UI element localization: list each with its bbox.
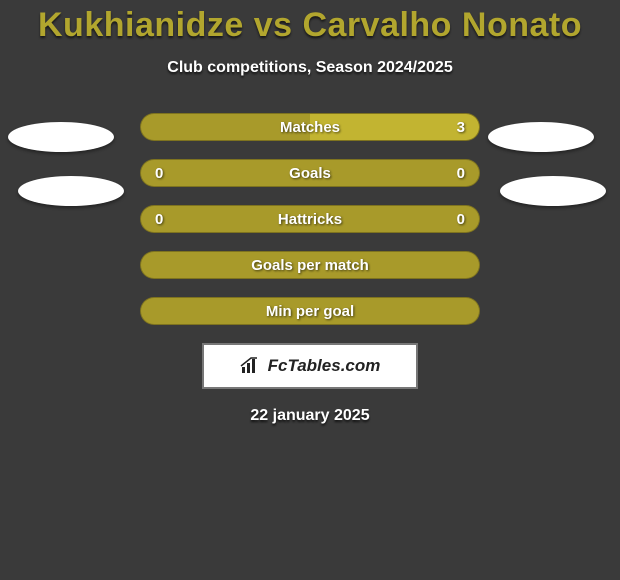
stat-label: Goals xyxy=(141,165,479,182)
stat-label: Matches xyxy=(141,119,479,136)
stat-row-min-per-goal: Min per goal xyxy=(140,297,480,325)
stat-row-matches: Matches 3 xyxy=(140,113,480,141)
stat-row-hattricks: 0 Hattricks 0 xyxy=(140,205,480,233)
stat-label: Min per goal xyxy=(141,303,479,320)
player-left-shape-2 xyxy=(18,176,124,206)
stat-label: Hattricks xyxy=(141,211,479,228)
subtitle: Club competitions, Season 2024/2025 xyxy=(0,59,620,77)
brand-box[interactable]: FcTables.com xyxy=(202,343,418,389)
stat-value-right: 3 xyxy=(445,119,465,136)
stat-label: Goals per match xyxy=(141,257,479,274)
stat-value-right: 0 xyxy=(445,165,465,182)
page-title: Kukhianidze vs Carvalho Nonato xyxy=(0,0,620,45)
player-right-shape-2 xyxy=(500,176,606,206)
footer-date: 22 january 2025 xyxy=(0,407,620,425)
brand-text: FcTables.com xyxy=(268,356,381,376)
bar-chart-icon xyxy=(240,357,262,375)
player-left-shape-1 xyxy=(8,122,114,152)
stat-row-goals: 0 Goals 0 xyxy=(140,159,480,187)
player-right-shape-1 xyxy=(488,122,594,152)
stats-container: Matches 3 0 Goals 0 0 Hattricks 0 Goals … xyxy=(140,113,480,325)
comparison-card: Kukhianidze vs Carvalho Nonato Club comp… xyxy=(0,0,620,580)
stat-value-right: 0 xyxy=(445,211,465,228)
stat-row-goals-per-match: Goals per match xyxy=(140,251,480,279)
